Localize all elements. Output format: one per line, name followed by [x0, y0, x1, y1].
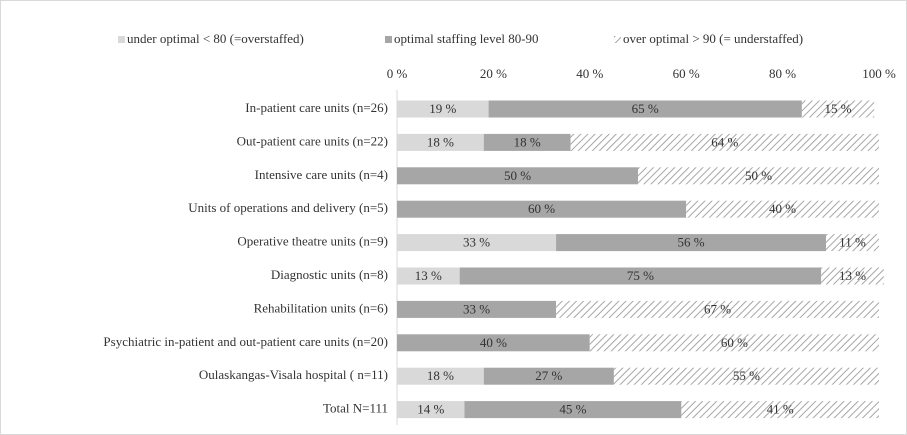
bar-segment: [459, 267, 822, 285]
x-tick-label: 100 %: [862, 66, 896, 81]
data-label: 75 %: [627, 268, 654, 283]
data-label: 40 %: [480, 335, 507, 350]
y-tick-label: Oulaskangas-Visala hospital ( n=11): [199, 367, 388, 382]
data-label: 27 %: [535, 368, 562, 383]
bar-segment: [556, 234, 826, 252]
x-tick-label: 80 %: [769, 66, 796, 81]
data-label: 50 %: [745, 168, 772, 183]
legend-label: optimal staffing level 80-90: [394, 31, 539, 46]
data-label: 50 %: [504, 168, 531, 183]
bar-segment: [397, 100, 489, 118]
data-label: 13 %: [415, 268, 442, 283]
data-label: 13 %: [839, 268, 866, 283]
bar-segment: [397, 300, 557, 318]
y-tick-label: Units of operations and delivery (n=5): [188, 200, 388, 215]
bar-segment: [483, 133, 571, 151]
data-label: 41 %: [767, 402, 794, 417]
bar-segment: [681, 401, 879, 419]
y-tick-label: Total N=111: [323, 401, 388, 416]
data-label: 55 %: [733, 368, 760, 383]
data-label: 65 %: [632, 101, 659, 116]
x-tick-label: 40 %: [576, 66, 603, 81]
x-tick-label: 0 %: [387, 66, 408, 81]
data-label: 33 %: [463, 235, 490, 250]
data-label: 33 %: [463, 301, 490, 316]
data-label: 56 %: [677, 235, 704, 250]
y-tick-label: In-patient care units (n=26): [245, 100, 388, 115]
data-label: 15 %: [824, 101, 851, 116]
y-tick-label: Operative theatre units (n=9): [237, 234, 388, 249]
bar-segment: [638, 167, 879, 185]
data-label: 18 %: [514, 134, 541, 149]
legend-swatch: [118, 36, 125, 43]
bar-segment: [397, 200, 687, 218]
bar-segment: [397, 367, 484, 385]
data-label: 18 %: [427, 368, 454, 383]
bar-segment: [821, 267, 884, 285]
data-label: 11 %: [839, 235, 866, 250]
data-label: 60 %: [528, 201, 555, 216]
y-tick-label: Intensive care units (n=4): [255, 167, 388, 182]
bar-segment: [397, 401, 465, 419]
bar-segment: [397, 133, 484, 151]
y-tick-label: Diagnostic units (n=8): [271, 267, 388, 282]
bar-segment: [825, 234, 879, 252]
data-label: 18 %: [427, 134, 454, 149]
x-tick-label: 60 %: [673, 66, 700, 81]
data-label: 67 %: [704, 301, 731, 316]
bar-segment: [686, 200, 879, 218]
bar-segment: [556, 300, 879, 318]
bar-segment: [613, 367, 879, 385]
bar-segment: [589, 334, 879, 352]
bar-segment: [397, 334, 590, 352]
y-tick-label: Psychiatric in-patient and out-patient c…: [103, 334, 388, 349]
legend-label: over optimal > 90 (= understaffed): [623, 31, 803, 46]
data-label: 14 %: [417, 402, 444, 417]
bar-segment: [483, 367, 614, 385]
bar-segment: [464, 401, 682, 419]
data-label: 60 %: [721, 335, 748, 350]
x-tick-label: 20 %: [480, 66, 507, 81]
data-label: 45 %: [559, 402, 586, 417]
y-tick-label: Out-patient care units (n=22): [237, 133, 388, 148]
bar-segment: [397, 234, 557, 252]
bar-segment: [570, 133, 879, 151]
legend-swatch: [614, 36, 621, 43]
bar-segment: [801, 100, 875, 118]
legend-swatch: [385, 36, 392, 43]
data-label: 19 %: [429, 101, 456, 116]
bar-segment: [397, 167, 638, 185]
data-label: 40 %: [769, 201, 796, 216]
y-tick-label: Rehabilitation units (n=6): [254, 300, 388, 315]
bar-segment: [488, 100, 802, 118]
data-label: 64 %: [711, 134, 738, 149]
bar-segment: [397, 267, 460, 285]
legend-label: under optimal < 80 (=overstaffed): [127, 31, 304, 46]
